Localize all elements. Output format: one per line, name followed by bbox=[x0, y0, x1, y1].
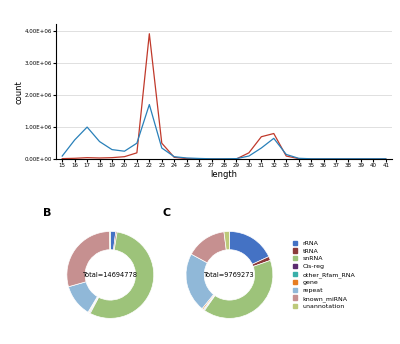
Wedge shape bbox=[204, 295, 215, 311]
Wedge shape bbox=[230, 232, 269, 264]
Wedge shape bbox=[90, 232, 154, 318]
Wedge shape bbox=[204, 260, 273, 318]
Wedge shape bbox=[110, 232, 116, 250]
Wedge shape bbox=[89, 297, 98, 313]
Text: A: A bbox=[12, 0, 21, 2]
Text: Total=9769273: Total=9769273 bbox=[204, 272, 255, 278]
Wedge shape bbox=[224, 232, 230, 250]
Wedge shape bbox=[203, 295, 214, 310]
Text: C: C bbox=[162, 208, 170, 218]
Wedge shape bbox=[68, 282, 97, 312]
Wedge shape bbox=[67, 232, 110, 287]
Wedge shape bbox=[202, 294, 214, 310]
Wedge shape bbox=[191, 232, 226, 263]
Legend: rRNA, tRNA, snRNA, Cis-reg, other_Rfam_RNA, gene, repeat, known_miRNA, unannotat: rRNA, tRNA, snRNA, Cis-reg, other_Rfam_R… bbox=[292, 240, 356, 310]
Wedge shape bbox=[88, 297, 98, 313]
Legend: JN, PX: JN, PX bbox=[186, 0, 262, 3]
Wedge shape bbox=[186, 254, 214, 309]
X-axis label: length: length bbox=[210, 170, 238, 179]
Wedge shape bbox=[90, 297, 99, 313]
Y-axis label: count: count bbox=[14, 80, 23, 104]
Text: Total=14694778: Total=14694778 bbox=[83, 272, 138, 278]
Text: B: B bbox=[43, 208, 51, 218]
Wedge shape bbox=[252, 257, 270, 267]
Wedge shape bbox=[114, 232, 117, 250]
